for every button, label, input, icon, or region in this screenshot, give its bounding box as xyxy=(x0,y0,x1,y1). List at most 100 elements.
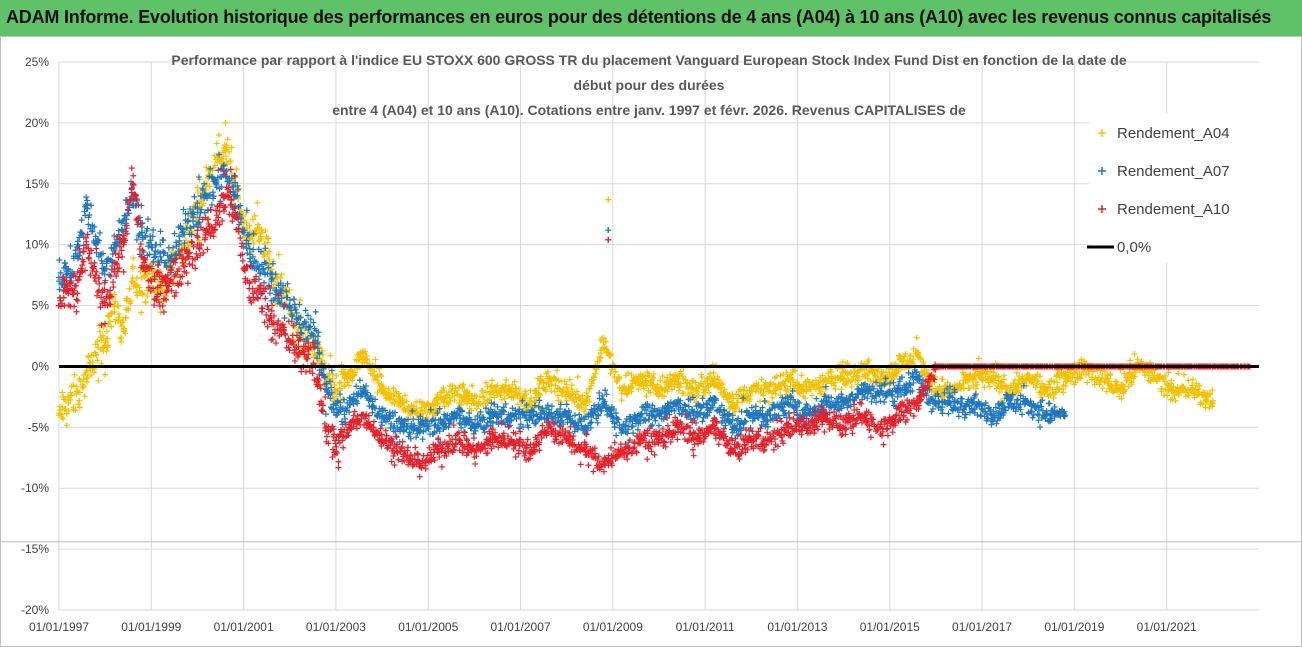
marker-rendement-a04 xyxy=(441,403,448,410)
marker-rendement-a10 xyxy=(130,172,137,179)
marker-rendement-a04 xyxy=(551,388,558,395)
marker-rendement-a04 xyxy=(706,370,713,377)
marker-rendement-a10 xyxy=(128,165,135,172)
marker-rendement-a04 xyxy=(72,407,79,414)
marker-rendement-a04 xyxy=(802,395,809,402)
marker-rendement-a07 xyxy=(208,201,215,208)
marker-rendement-a04 xyxy=(98,337,105,344)
marker-rendement-a04 xyxy=(104,335,111,342)
marker-rendement-a04 xyxy=(732,403,739,410)
marker-rendement-a04 xyxy=(725,392,732,399)
marker-rendement-a07 xyxy=(96,229,103,236)
marker-rendement-a04 xyxy=(612,368,619,375)
x-tick-label: 01/01/1997 xyxy=(29,620,89,634)
marker-rendement-a04 xyxy=(333,393,340,400)
marker-rendement-a04 xyxy=(680,390,687,397)
marker-rendement-a04 xyxy=(251,212,258,219)
marker-rendement-a04 xyxy=(106,318,113,325)
marker-rendement-a04 xyxy=(649,374,656,381)
marker-rendement-a04 xyxy=(679,373,686,380)
marker-rendement-a04 xyxy=(795,382,802,389)
marker-rendement-a04 xyxy=(91,369,98,376)
marker-rendement-a04 xyxy=(122,330,129,337)
marker-rendement-a04 xyxy=(758,386,765,393)
marker-rendement-a04 xyxy=(486,396,493,403)
marker-rendement-a04 xyxy=(543,388,550,395)
marker-rendement-a04 xyxy=(574,388,581,395)
marker-rendement-a04 xyxy=(479,387,486,394)
marker-rendement-a07 xyxy=(605,227,612,234)
marker-rendement-a07 xyxy=(67,243,74,250)
marker-rendement-a04 xyxy=(876,377,883,383)
marker-rendement-a04 xyxy=(226,148,233,155)
marker-rendement-a07 xyxy=(56,256,63,263)
marker-rendement-a10 xyxy=(332,440,339,447)
marker-rendement-a04 xyxy=(278,271,285,278)
marker-rendement-a04 xyxy=(1037,373,1044,380)
marker-rendement-a07 xyxy=(699,418,706,425)
marker-rendement-a04 xyxy=(102,371,109,378)
marker-rendement-a10 xyxy=(71,303,78,310)
marker-rendement-a04 xyxy=(628,388,635,395)
marker-rendement-a04 xyxy=(635,386,642,393)
marker-rendement-a04 xyxy=(615,375,622,382)
marker-rendement-a10 xyxy=(365,412,372,419)
marker-rendement-a04 xyxy=(665,383,672,390)
marker-rendement-a04 xyxy=(842,382,849,389)
marker-rendement-a04 xyxy=(523,391,530,398)
marker-rendement-a04 xyxy=(853,372,860,379)
marker-rendement-a07 xyxy=(1034,411,1041,418)
marker-rendement-a04 xyxy=(596,358,603,365)
marker-rendement-a07 xyxy=(144,216,151,223)
marker-rendement-a07 xyxy=(877,398,884,405)
marker-rendement-a10 xyxy=(160,309,167,316)
marker-rendement-a04 xyxy=(481,394,488,401)
marker-rendement-a07 xyxy=(881,399,888,406)
marker-rendement-a04 xyxy=(121,325,128,332)
marker-rendement-a04 xyxy=(59,389,66,396)
marker-rendement-a10 xyxy=(318,407,325,414)
marker-rendement-a04 xyxy=(211,162,218,169)
marker-rendement-a04 xyxy=(586,398,593,405)
marker-rendement-a04 xyxy=(514,401,521,408)
marker-rendement-a10 xyxy=(262,295,269,302)
marker-rendement-a04 xyxy=(80,376,87,383)
marker-rendement-a04 xyxy=(760,390,767,397)
marker-rendement-a04 xyxy=(483,379,490,386)
marker-rendement-a04 xyxy=(981,384,988,391)
marker-rendement-a04 xyxy=(766,399,773,406)
marker-rendement-a04 xyxy=(107,310,114,317)
y-tick-label: 0% xyxy=(32,359,50,373)
marker-rendement-a04 xyxy=(715,376,722,383)
marker-rendement-a04 xyxy=(781,382,788,389)
marker-rendement-a04 xyxy=(111,291,118,298)
marker-rendement-a04 xyxy=(134,292,141,299)
x-tick-label: 01/01/2001 xyxy=(214,620,274,634)
y-tick-label: 15% xyxy=(25,177,49,191)
marker-rendement-a04 xyxy=(464,388,471,395)
marker-rendement-a04 xyxy=(193,199,200,206)
marker-rendement-a10 xyxy=(74,297,81,304)
marker-rendement-a07 xyxy=(1037,424,1044,431)
marker-rendement-a04 xyxy=(483,389,490,396)
marker-rendement-a07 xyxy=(75,242,82,249)
marker-rendement-a04 xyxy=(286,286,293,293)
marker-rendement-a04 xyxy=(682,376,689,383)
marker-rendement-a04 xyxy=(205,215,212,222)
marker-rendement-a04 xyxy=(327,352,334,359)
y-tick-label: -10% xyxy=(21,481,49,495)
marker-rendement-a04 xyxy=(647,389,654,396)
marker-rendement-a04 xyxy=(469,382,476,389)
marker-rendement-a10 xyxy=(73,308,80,315)
marker-rendement-a04 xyxy=(399,396,406,403)
marker-rendement-a04 xyxy=(560,385,567,392)
marker-rendement-a04 xyxy=(122,314,129,321)
marker-rendement-a10 xyxy=(470,435,477,442)
marker-rendement-a04 xyxy=(537,391,544,398)
marker-rendement-a10 xyxy=(192,265,199,272)
marker-rendement-a04 xyxy=(348,367,355,374)
x-tick-label: 01/01/2005 xyxy=(398,620,458,634)
marker-rendement-a10 xyxy=(319,408,326,415)
marker-rendement-a04 xyxy=(501,395,508,402)
marker-rendement-a04 xyxy=(598,350,605,357)
